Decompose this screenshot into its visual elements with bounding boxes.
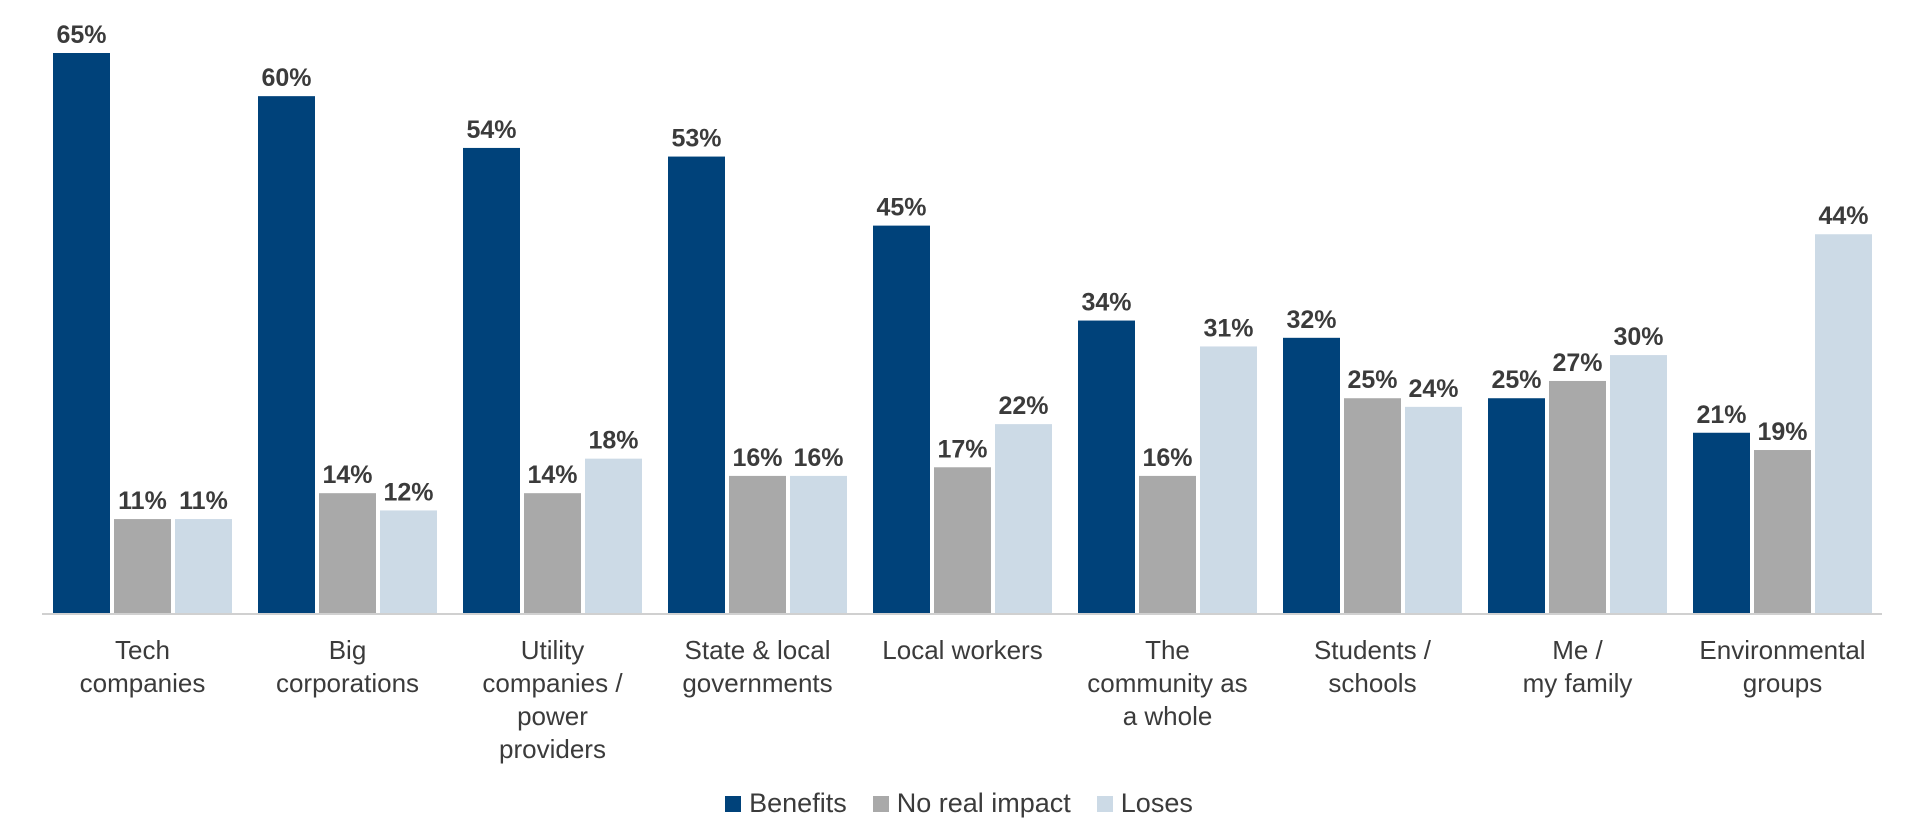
value-label-loses-8: 44% [1818,202,1868,230]
bar-benefits-4 [873,226,930,614]
value-label-loses-6: 24% [1408,375,1458,403]
legend-item-no-real-impact: No real impact [873,788,1071,819]
value-label-no-real-impact-7: 27% [1552,349,1602,377]
bar-no-real-impact-7 [1549,381,1606,614]
legend: Benefits No real impact Loses [0,788,1918,819]
bar-no-real-impact-1 [319,493,376,614]
category-label-6: Students / schools [1314,635,1432,698]
category-label-3: State & local governments [682,635,832,698]
bar-benefits-5 [1078,321,1135,614]
value-label-no-real-impact-6: 25% [1347,366,1397,394]
bar-benefits-7 [1488,398,1545,614]
category-label-7: Me / my family [1523,635,1633,698]
value-label-benefits-6: 32% [1286,306,1336,334]
bar-chart: 65% 11% 11% 60% 14% 12% 54% 14% 18% 53% 16% 16% 45% 1… [0,0,1918,780]
bar-no-real-impact-6 [1344,398,1401,614]
bar-benefits-0 [53,53,110,614]
bar-no-real-impact-3 [729,476,786,614]
value-label-loses-5: 31% [1203,314,1253,342]
value-label-no-real-impact-4: 17% [937,435,987,463]
value-label-no-real-impact-5: 16% [1142,444,1192,472]
category-label-0: Tech companies [80,635,206,698]
category-labels-group: Tech companies Big corporations Utility compa… [80,635,1866,764]
bar-loses-1 [380,510,437,614]
value-label-no-real-impact-3: 16% [732,444,782,472]
value-label-benefits-2: 54% [466,116,516,144]
value-label-benefits-5: 34% [1081,289,1131,317]
category-label-5: The community as a whole [1087,635,1247,731]
bar-no-real-impact-4 [934,467,991,614]
category-label-4: Local workers [882,635,1042,665]
bars-group [53,53,1872,614]
value-label-no-real-impact-8: 19% [1757,418,1807,446]
category-label-1: Big corporations [276,635,419,698]
value-label-benefits-7: 25% [1491,366,1541,394]
bar-benefits-3 [668,157,725,614]
legend-swatch-loses [1097,796,1113,812]
legend-label-no-real-impact: No real impact [897,788,1071,819]
bar-no-real-impact-8 [1754,450,1811,614]
bar-loses-5 [1200,346,1257,614]
legend-item-loses: Loses [1097,788,1193,819]
value-label-benefits-0: 65% [56,21,106,49]
bar-loses-4 [995,424,1052,614]
value-label-loses-1: 12% [383,478,433,506]
value-label-benefits-8: 21% [1696,401,1746,429]
value-label-benefits-3: 53% [671,125,721,153]
value-label-loses-4: 22% [998,392,1048,420]
category-label-8: Environmental groups [1699,635,1865,698]
bar-loses-0 [175,519,232,614]
value-label-benefits-1: 60% [261,64,311,92]
value-label-loses-3: 16% [793,444,843,472]
bar-benefits-8 [1693,433,1750,614]
bar-loses-8 [1815,234,1872,614]
bar-benefits-1 [258,96,315,614]
value-label-loses-0: 11% [179,487,228,515]
bar-no-real-impact-2 [524,493,581,614]
legend-item-benefits: Benefits [725,788,847,819]
category-label-2: Utility companies / power providers [482,635,623,764]
legend-label-benefits: Benefits [749,788,847,819]
value-label-benefits-4: 45% [876,194,926,222]
value-label-loses-2: 18% [588,427,638,455]
bar-no-real-impact-5 [1139,476,1196,614]
bar-loses-2 [585,459,642,614]
value-label-loses-7: 30% [1613,323,1663,351]
value-label-no-real-impact-1: 14% [322,461,372,489]
bar-loses-3 [790,476,847,614]
value-label-no-real-impact-2: 14% [527,461,577,489]
bar-no-real-impact-0 [114,519,171,614]
legend-label-loses: Loses [1121,788,1193,819]
bar-benefits-2 [463,148,520,614]
value-label-no-real-impact-0: 11% [118,487,167,515]
bar-loses-6 [1405,407,1462,614]
legend-swatch-no-real-impact [873,796,889,812]
legend-swatch-benefits [725,796,741,812]
bar-benefits-6 [1283,338,1340,614]
bar-loses-7 [1610,355,1667,614]
